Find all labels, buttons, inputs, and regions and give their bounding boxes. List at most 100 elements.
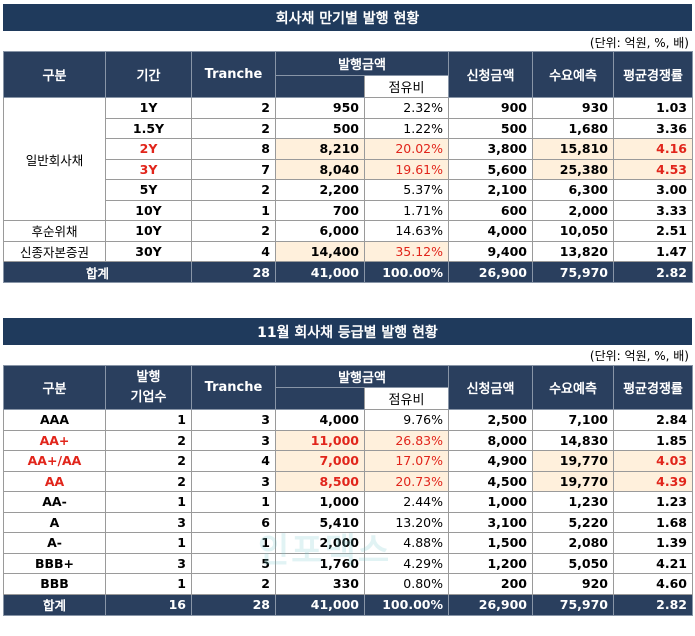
cell-share: 19.61% (364, 158, 449, 180)
cell-amount: 2,000 (275, 532, 365, 554)
cell-tranche: 1 (191, 491, 276, 513)
cell-demand: 6,300 (532, 179, 614, 201)
cell-grade: AA- (3, 491, 106, 513)
cell-issuers: 3 (105, 511, 192, 533)
cell-subscribe: 8,000 (448, 429, 533, 451)
header-issuers-line2: 기업수 (130, 389, 167, 405)
cell-amount: 8,500 (275, 470, 365, 492)
header-amount: 발행금액 (275, 51, 449, 76)
cell-period: 30Y (105, 240, 192, 262)
cell-period: 10Y (105, 220, 192, 242)
cell-subscribe: 4,000 (448, 220, 533, 242)
cell-share: 20.02% (364, 138, 449, 160)
grade-table: 구분 발행 기업수 Tranche 발행금액 신청금액 수요예측 평균경쟁률 점… (3, 365, 693, 616)
cell-demand: 19,770 (532, 450, 614, 472)
cell-competition: 4.53 (613, 158, 693, 180)
cell-grade: AA+/AA (3, 450, 106, 472)
cell-period: 2Y (105, 138, 192, 160)
cell-issuers: 1 (105, 532, 192, 554)
total-share: 100.00% (364, 593, 449, 616)
cell-competition: 4.21 (613, 552, 693, 574)
cell-subscribe: 4,900 (448, 450, 533, 472)
cell-demand: 5,220 (532, 511, 614, 533)
cell-amount: 5,410 (275, 511, 365, 533)
cell-subscribe: 900 (448, 97, 533, 119)
cell-demand: 15,810 (532, 138, 614, 160)
header-category: 구분 (3, 51, 106, 98)
table-row: 일반회사채 1Y 2 950 2.32% 900 930 1.03 (3, 97, 693, 221)
cell-tranche: 4 (191, 450, 276, 472)
table-row: AA+ 2 3 11,000 26.83% 8,000 14,830 1.85 (3, 429, 693, 451)
cell-subscribe: 2,500 (448, 409, 533, 431)
cell-period: 1.5Y (105, 117, 192, 139)
total-amount: 41,000 (275, 593, 365, 616)
cell-competition: 1.03 (613, 97, 693, 119)
cell-period: 1Y (105, 97, 192, 119)
cell-demand: 2,000 (532, 199, 614, 221)
cell-grade: A (3, 511, 106, 533)
cell-share: 4.88% (364, 532, 449, 554)
total-amount: 41,000 (275, 261, 365, 283)
cell-competition: 1.23 (613, 491, 693, 513)
cell-share: 20.73% (364, 470, 449, 492)
grade-table-title: 11월 회사채 등급별 발행 현황 (3, 318, 692, 345)
table-row: BBB 1 2 330 0.80% 200 920 4.60 (3, 573, 693, 595)
cell-subscribe: 4,500 (448, 470, 533, 492)
total-subscribe: 26,900 (448, 593, 533, 616)
cell-issuers: 1 (105, 491, 192, 513)
header-tranche: Tranche (191, 365, 276, 410)
total-competition: 2.82 (613, 593, 693, 616)
total-row: 합계 16 28 41,000 100.00% 26,900 75,970 2.… (3, 593, 693, 616)
cell-tranche: 4 (191, 240, 276, 262)
cell-demand: 14,830 (532, 429, 614, 451)
cell-amount: 700 (275, 199, 365, 221)
cell-tranche: 5 (191, 552, 276, 574)
cell-subscribe: 1,500 (448, 532, 533, 554)
cell-tranche: 3 (191, 470, 276, 492)
cell-tranche: 2 (191, 117, 276, 139)
maturity-table-title: 회사채 만기별 발행 현황 (3, 4, 692, 31)
header-share: 점유비 (364, 387, 449, 410)
cell-demand: 1,230 (532, 491, 614, 513)
total-row: 합계 28 41,000 100.00% 26,900 75,970 2.82 (3, 261, 693, 283)
group-hybrid: 신종자본증권 (3, 240, 106, 262)
cell-share: 14.63% (364, 220, 449, 242)
table-row: A- 1 1 2,000 4.88% 1,500 2,080 1.39 (3, 532, 693, 554)
cell-amount: 8,040 (275, 158, 365, 180)
cell-subscribe: 200 (448, 573, 533, 595)
cell-demand: 5,050 (532, 552, 614, 574)
cell-subscribe: 3,800 (448, 138, 533, 160)
table-row: 3Y 7 8,040 19.61% 5,600 25,380 4.53 (4, 158, 693, 180)
cell-tranche: 8 (191, 138, 276, 160)
maturity-unit-label: (단위: 억원, %, 배) (589, 36, 689, 50)
cell-tranche: 1 (191, 532, 276, 554)
cell-share: 4.29% (364, 552, 449, 574)
header-demand: 수요예측 (532, 51, 614, 98)
cell-tranche: 2 (191, 573, 276, 595)
cell-tranche: 2 (191, 220, 276, 242)
cell-amount: 330 (275, 573, 365, 595)
header-competition: 평균경쟁률 (613, 365, 693, 410)
cell-competition: 3.00 (613, 179, 693, 201)
total-share: 100.00% (364, 261, 449, 283)
table-row: AA 2 3 8,500 20.73% 4,500 19,770 4.39 (3, 470, 693, 492)
cell-amount: 4,000 (275, 409, 365, 431)
cell-demand: 7,100 (532, 409, 614, 431)
cell-issuers: 1 (105, 573, 192, 595)
cell-issuers: 2 (105, 470, 192, 492)
cell-amount: 950 (275, 97, 365, 119)
table-row: 10Y 1 700 1.71% 600 2,000 3.33 (4, 199, 693, 221)
cell-share: 2.44% (364, 491, 449, 513)
table-row: 5Y 2 2,200 5.37% 2,100 6,300 3.00 (4, 179, 693, 201)
header-category: 구분 (3, 365, 106, 410)
cell-issuers: 3 (105, 552, 192, 574)
cell-subscribe: 1,200 (448, 552, 533, 574)
total-label: 합계 (3, 261, 192, 283)
group-subordinated: 후순위채 (3, 220, 106, 242)
cell-share: 17.07% (364, 450, 449, 472)
cell-tranche: 7 (191, 158, 276, 180)
cell-amount: 1,760 (275, 552, 365, 574)
cell-amount: 11,000 (275, 429, 365, 451)
cell-competition: 4.03 (613, 450, 693, 472)
cell-grade: BBB (3, 573, 106, 595)
